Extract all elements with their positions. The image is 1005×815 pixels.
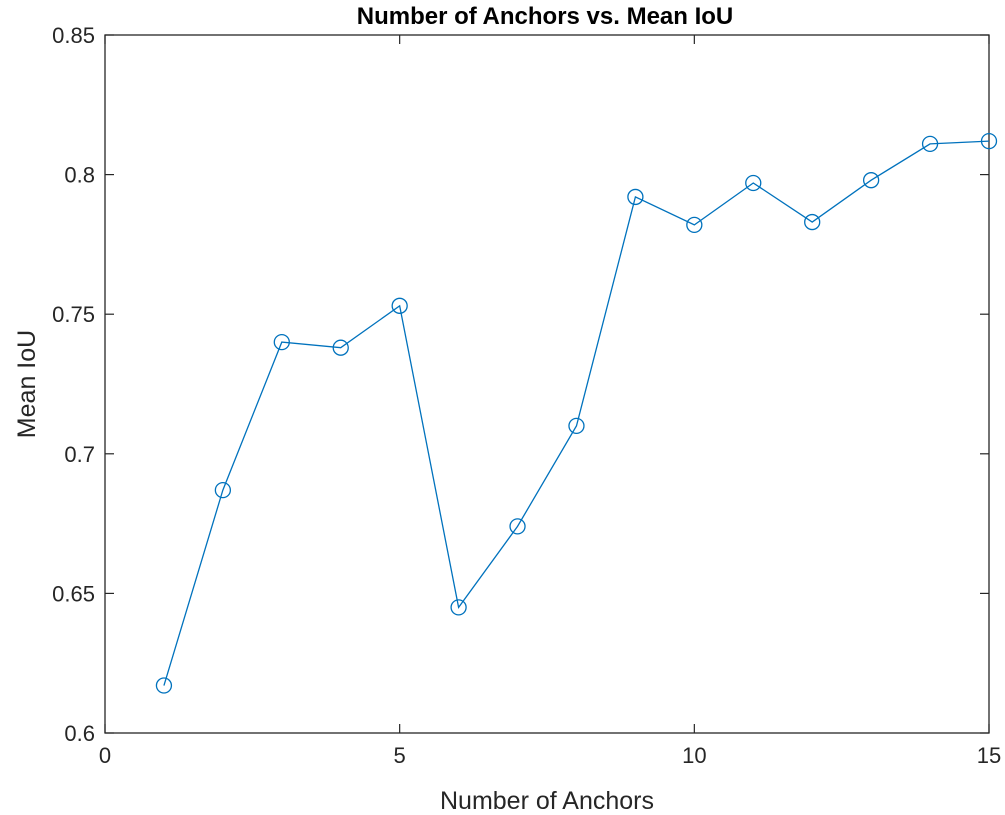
y-tick-label: 0.8 bbox=[64, 163, 95, 188]
data-point bbox=[155, 677, 173, 694]
data-point bbox=[391, 297, 408, 314]
data-point bbox=[980, 132, 998, 150]
data-point bbox=[450, 599, 467, 616]
y-tick-label: 0.6 bbox=[64, 721, 95, 746]
data-point bbox=[686, 216, 703, 234]
x-axis-label: Number of Anchors bbox=[440, 787, 654, 815]
x-tick-label: 0 bbox=[99, 743, 111, 768]
x-tick-label: 10 bbox=[682, 743, 706, 768]
axis-ticks: 0 5 10 15 0.6 0.65 0.7 0.75 0.8 0.85 bbox=[52, 23, 1001, 768]
plot-area bbox=[104, 34, 990, 734]
data-point bbox=[745, 174, 762, 192]
data-point bbox=[509, 518, 526, 535]
data-point bbox=[568, 417, 585, 435]
y-axis-label: Mean IoU bbox=[13, 330, 41, 438]
y-tick-label: 0.65 bbox=[52, 581, 95, 606]
data-point bbox=[332, 339, 349, 356]
y-tick-label: 0.85 bbox=[52, 23, 95, 48]
series-line bbox=[163, 140, 990, 686]
data-point bbox=[627, 188, 644, 206]
x-tick-label: 5 bbox=[394, 743, 406, 768]
x-tick-label: 15 bbox=[977, 743, 1001, 768]
y-tick-label: 0.7 bbox=[64, 442, 95, 467]
data-point bbox=[804, 213, 821, 231]
chart-title: Number of Anchors vs. Mean IoU bbox=[357, 3, 734, 30]
data-point bbox=[273, 333, 290, 351]
data-point bbox=[921, 135, 939, 153]
series-layer bbox=[155, 132, 998, 694]
y-tick-label: 0.75 bbox=[52, 302, 95, 327]
data-point bbox=[214, 481, 232, 499]
data-point bbox=[862, 172, 880, 189]
